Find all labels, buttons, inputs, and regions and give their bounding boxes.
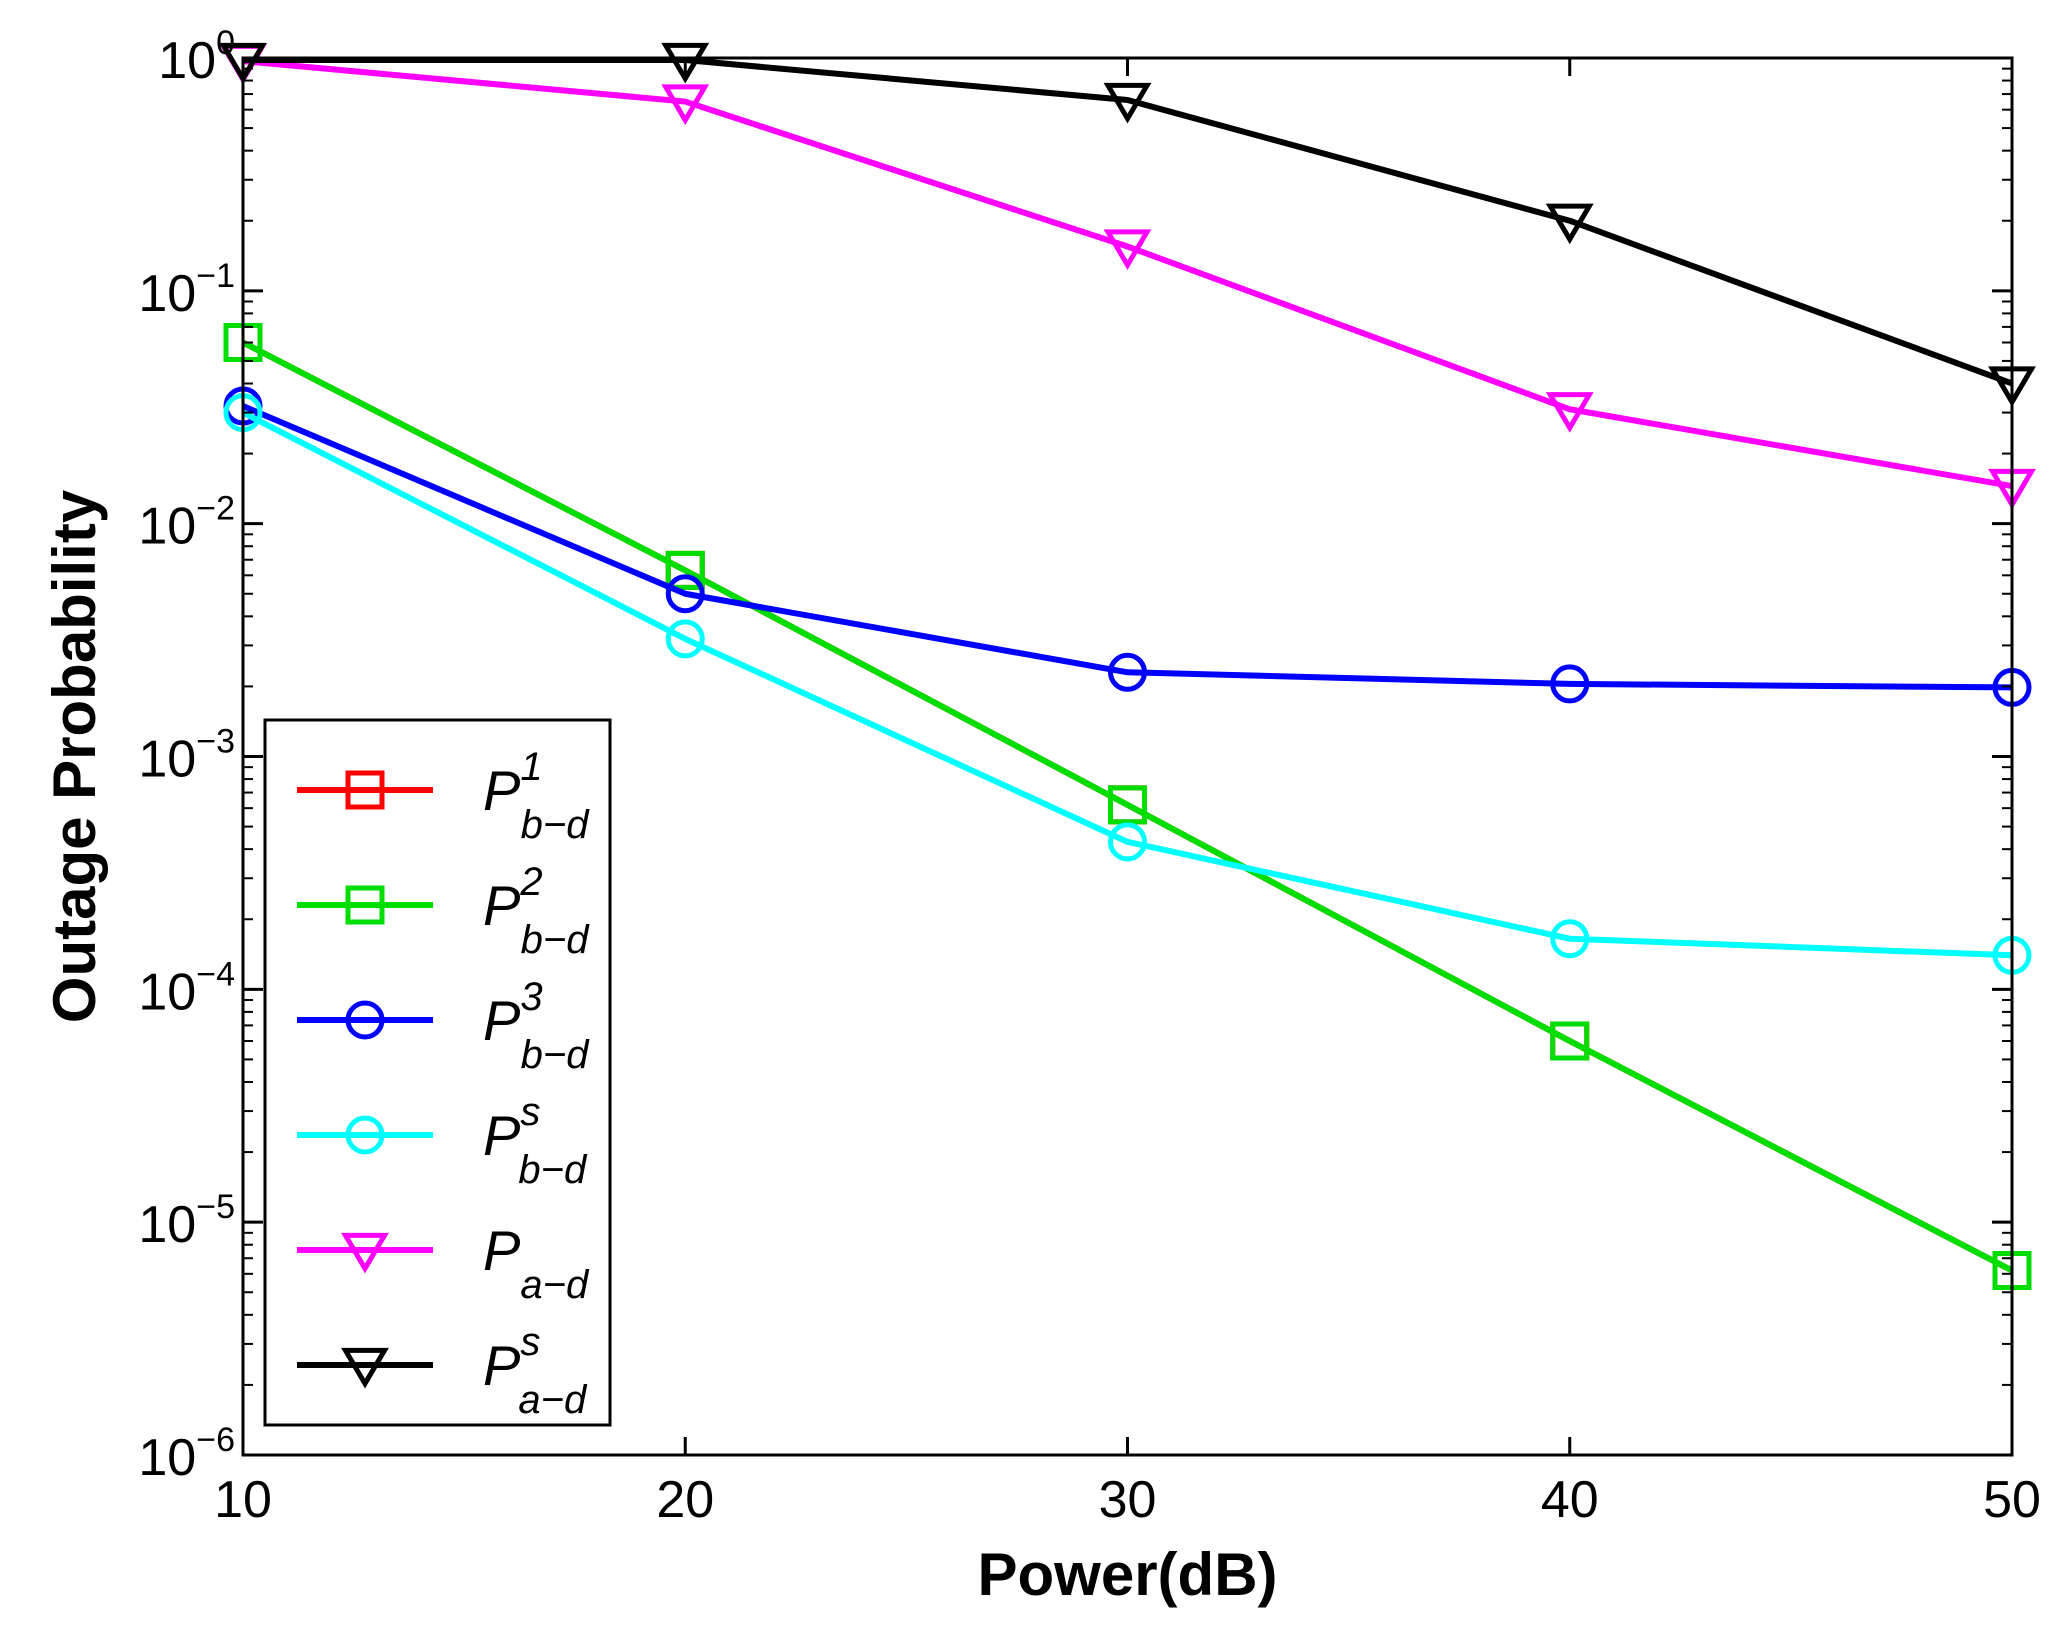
legend-marker <box>341 1232 389 1274</box>
series-line <box>241 409 2013 959</box>
y-tick-base: 10 <box>138 1196 196 1254</box>
legend-label: Ps a−d <box>483 1320 588 1422</box>
legend-marker <box>345 1000 385 1040</box>
y-tick-exponent: −1 <box>196 257 235 295</box>
data-point <box>665 574 705 614</box>
x-tick-label: 30 <box>1099 1471 1157 1529</box>
legend-label: Ps b−d <box>483 1090 588 1192</box>
legend-box <box>263 718 612 1427</box>
y-tick-label: 10−2 <box>138 490 235 556</box>
data-point <box>1545 392 1594 433</box>
legend-entry: P3 b−d <box>297 975 590 1077</box>
data-point <box>661 84 710 126</box>
legend-label: P1 b−d <box>483 745 590 847</box>
legend-label: Pa−d <box>483 1219 590 1307</box>
y-tick-label: 100 <box>158 24 235 90</box>
series-line <box>241 403 2013 691</box>
y-tick-exponent: −5 <box>196 1188 235 1226</box>
y-tick-label: 10−6 <box>138 1421 235 1487</box>
y-tick-label: 10−5 <box>138 1188 235 1254</box>
y-tick-exponent: 0 <box>216 24 235 62</box>
x-tick-label: 10 <box>214 1471 272 1529</box>
y-tick-base: 10 <box>138 265 196 323</box>
legend-label: P2 b−d <box>483 860 590 962</box>
legend-label: P3 b−d <box>483 975 590 1077</box>
y-tick-base: 10 <box>138 731 196 789</box>
data-point <box>665 550 705 590</box>
legend-entry: Ps a−d <box>297 1320 588 1422</box>
legend-marker <box>341 1347 389 1389</box>
series-line <box>243 57 2014 387</box>
y-tick-exponent: −4 <box>196 955 235 993</box>
data-point <box>1550 919 1590 959</box>
data-point <box>665 619 705 659</box>
x-axis-label: Power(dB) <box>978 1541 1278 1608</box>
legend-marker <box>345 1115 385 1155</box>
data-point <box>1550 1021 1590 1061</box>
legend-entry: Pa−d <box>297 1219 590 1307</box>
data-point <box>1108 652 1147 692</box>
series-line <box>241 339 2014 1274</box>
x-tick-label: 50 <box>1983 1471 2041 1529</box>
legend: P1 b−d P2 b−d P3 b−d Ps b−d Pa−d Ps a−d <box>263 718 612 1427</box>
data-point <box>661 42 710 84</box>
y-tick-base: 10 <box>138 1429 196 1487</box>
data-point <box>219 42 267 84</box>
x-tick-label: 20 <box>656 1471 714 1529</box>
x-tick-label: 40 <box>1541 1471 1599 1529</box>
y-tick-exponent: −2 <box>196 490 235 528</box>
data-point <box>1108 822 1147 862</box>
series-line <box>242 58 2013 490</box>
data-point <box>1103 82 1152 124</box>
y-axis-label: Outage Probability <box>41 489 108 1023</box>
y-tick-base: 10 <box>158 32 216 90</box>
legend-entry: P2 b−d <box>297 860 590 962</box>
data-point <box>1103 229 1152 271</box>
y-tick-base: 10 <box>138 498 196 556</box>
legend-marker <box>345 885 385 925</box>
y-tick-label: 10−3 <box>138 723 235 789</box>
y-tick-exponent: −3 <box>196 723 235 761</box>
y-tick-label: 10−1 <box>138 257 235 323</box>
legend-marker <box>345 770 385 810</box>
y-tick-exponent: −6 <box>196 1421 235 1459</box>
legend-entry: P1 b−d <box>297 745 590 847</box>
legend-entry: Ps b−d <box>297 1090 588 1192</box>
data-point <box>1108 785 1147 825</box>
data-point <box>1550 664 1590 704</box>
y-tick-label: 10−4 <box>138 955 235 1021</box>
y-tick-base: 10 <box>138 963 196 1021</box>
data-point <box>1545 203 1594 245</box>
